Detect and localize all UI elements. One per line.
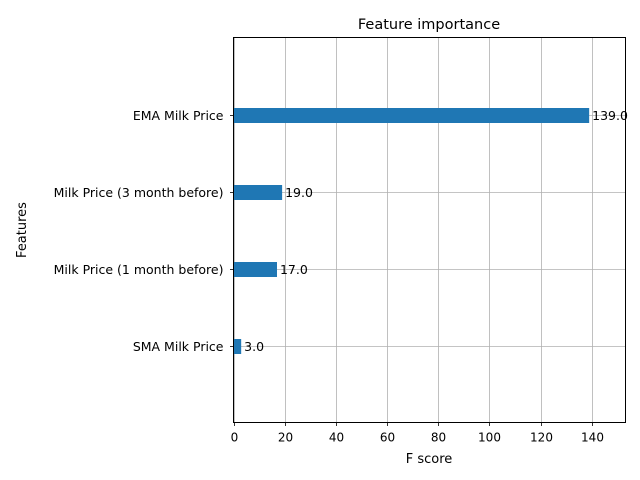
bars [233, 108, 590, 354]
x-tick-label: 80 [431, 431, 446, 445]
data-labels: 3.0 17.0 19.0 139.0 [244, 108, 628, 354]
bar [233, 339, 242, 354]
bar [233, 185, 283, 200]
bar-value-label: 19.0 [285, 185, 313, 200]
y-tick-label: EMA Milk Price [133, 108, 224, 123]
x-tick-label: 0 [231, 431, 239, 445]
y-tick-label: Milk Price (1 month before) [54, 262, 224, 277]
axis-ticks: 0 20 40 60 80 100 120 140 SMA Milk Price Milk Pri… [54, 108, 604, 445]
x-tick-label: 100 [478, 431, 501, 445]
bar [233, 108, 590, 123]
grid-lines [233, 37, 626, 423]
x-tick-label: 60 [380, 431, 395, 445]
plot-frame [233, 37, 626, 423]
x-axis-label: F score [406, 452, 453, 467]
y-tick-label: SMA Milk Price [133, 339, 224, 354]
x-tick-label: 140 [581, 431, 604, 445]
bar-value-label: 139.0 [592, 108, 628, 123]
y-axis-label: Features [15, 202, 30, 258]
bar-value-label: 3.0 [244, 339, 264, 354]
y-tick-label: Milk Price (3 month before) [54, 185, 224, 200]
x-tick-label: 120 [530, 431, 553, 445]
bar [233, 262, 277, 277]
x-tick-label: 40 [329, 431, 344, 445]
x-tick-label: 20 [278, 431, 293, 445]
bar-value-label: 17.0 [280, 262, 308, 277]
chart-title: Feature importance [358, 17, 500, 33]
